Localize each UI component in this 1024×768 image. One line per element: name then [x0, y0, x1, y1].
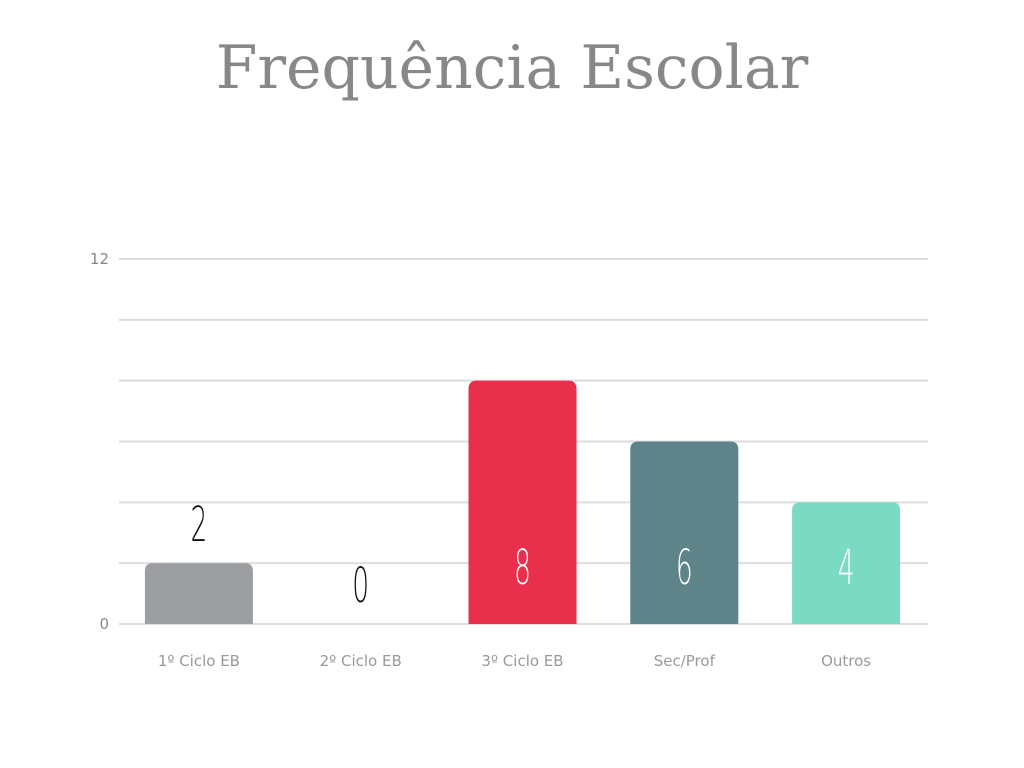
x-tick-label: Sec/Prof [654, 652, 716, 670]
x-tick-label: 3º Ciclo EB [481, 652, 563, 670]
y-tick-label: 12 [90, 250, 109, 268]
x-tick-label: 1º Ciclo EB [158, 652, 240, 670]
chart-title: Frequência Escolar [215, 33, 809, 103]
y-tick-label: 0 [99, 615, 109, 633]
data-label: 8 [514, 541, 531, 597]
data-label: 4 [838, 541, 855, 597]
x-axis-ticks: 1º Ciclo EB 2º Ciclo EB 3º Ciclo EB Sec/Pro… [158, 652, 871, 670]
bar [630, 441, 739, 624]
x-tick-label: 2º Ciclo EB [320, 652, 402, 670]
bar [468, 380, 577, 624]
bar [144, 563, 253, 624]
x-tick-label: Outros [821, 652, 871, 670]
bar [792, 502, 901, 624]
bars: 2 0 8 6 4 [144, 380, 901, 624]
data-label: 0 [352, 559, 369, 615]
data-label: 6 [676, 541, 693, 597]
data-label: 2 [191, 498, 208, 554]
y-axis-ticks: 0 12 [90, 250, 109, 633]
